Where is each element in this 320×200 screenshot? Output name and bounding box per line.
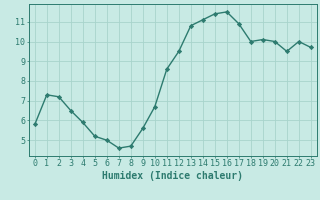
X-axis label: Humidex (Indice chaleur): Humidex (Indice chaleur): [102, 171, 243, 181]
